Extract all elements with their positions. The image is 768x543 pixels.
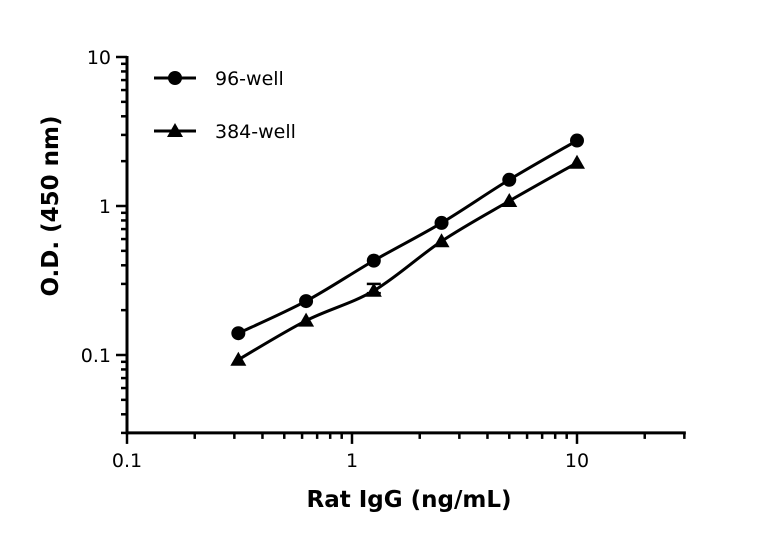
data-point	[502, 172, 517, 187]
data-point	[570, 133, 584, 148]
series-384-well	[230, 154, 585, 366]
data-point	[230, 351, 247, 366]
data-point	[434, 215, 449, 230]
y-tick-label: 10	[87, 47, 111, 69]
data-point	[231, 326, 246, 341]
plot-area	[230, 133, 585, 366]
x-tick-label: 10	[565, 450, 589, 472]
data-point	[299, 294, 314, 309]
legend-marker-circle	[168, 71, 182, 85]
series-96-well	[231, 133, 584, 341]
axes: 0.1 1 10 0.1 1 10	[81, 47, 686, 472]
data-point	[365, 282, 382, 297]
series-line	[237, 161, 578, 361]
legend-label: 96-well	[215, 68, 284, 90]
data-point	[569, 154, 585, 169]
legend-marker-triangle	[167, 123, 183, 137]
x-axis-title: Rat IgG (ng/mL)	[306, 487, 511, 513]
x-tick-label: 0.1	[112, 450, 142, 472]
data-point	[366, 253, 381, 268]
data-point	[433, 233, 450, 248]
x-tick-label: 1	[346, 450, 358, 472]
y-axis-title: O.D. (450 nm)	[38, 115, 64, 296]
data-point	[501, 193, 518, 208]
series-line	[237, 139, 578, 335]
legend-label: 384-well	[215, 121, 296, 143]
legend: 96-well 384-well	[154, 68, 296, 143]
data-point	[298, 312, 315, 327]
y-tick-label: 0.1	[81, 345, 111, 367]
y-tick-label: 1	[99, 196, 111, 218]
